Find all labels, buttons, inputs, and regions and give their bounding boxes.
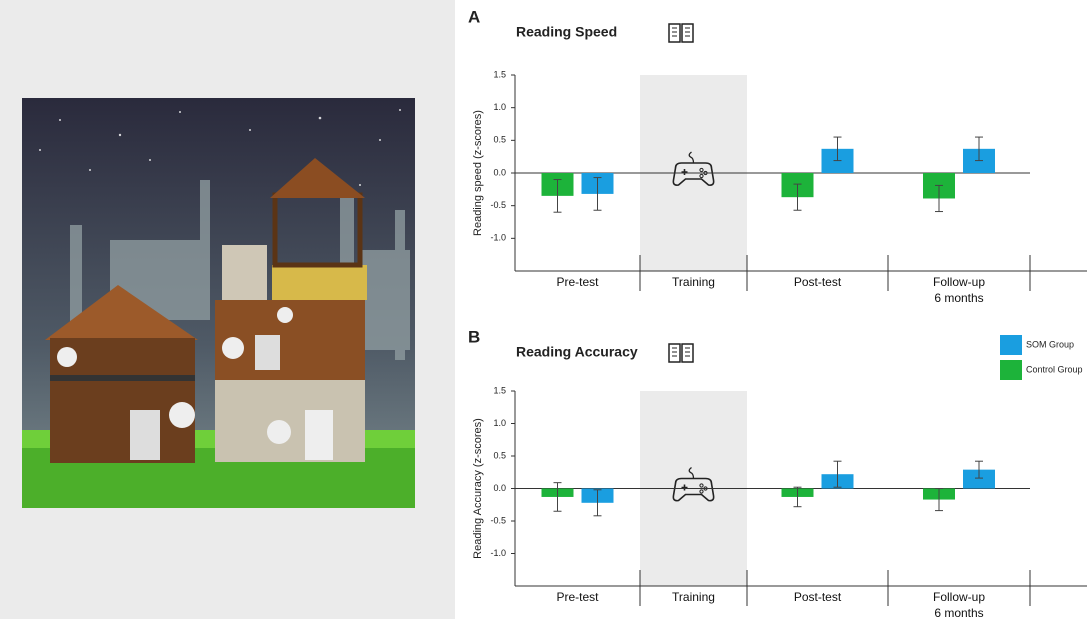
y-tick-label: -1.0 [490, 548, 506, 558]
book-icon [669, 24, 693, 42]
y-tick-label: 0.5 [493, 450, 506, 460]
y-tick-label: 0.0 [493, 167, 506, 177]
y-tick-label: 1.5 [493, 385, 506, 395]
panel-label: A [468, 7, 480, 26]
x-tick-label: Pre-test [518, 589, 638, 605]
x-tick-label: Training [634, 589, 754, 605]
book-page [682, 24, 693, 42]
legend-swatch [1000, 335, 1022, 355]
y-tick-label: -0.5 [490, 515, 506, 525]
book-page [669, 24, 680, 42]
legend-label: SOM Group [1026, 339, 1074, 349]
book-icon [669, 344, 693, 362]
book-page [682, 344, 693, 362]
x-tick-label: Follow-up 6 months [899, 274, 1019, 306]
y-tick-label: 0.0 [493, 483, 506, 493]
panel-label: B [468, 327, 480, 346]
legend-label: Control Group [1026, 364, 1083, 374]
x-tick-label: Follow-up 6 months [899, 589, 1019, 619]
y-tick-label: 1.0 [493, 418, 506, 428]
figure: A Reading Speed Reading speed (z-scores) 1.… [0, 0, 1087, 619]
chart-title: Reading Accuracy [516, 344, 638, 360]
book-page [669, 344, 680, 362]
y-tick-label: -1.0 [490, 233, 506, 243]
x-tick-label: Pre-test [518, 274, 638, 290]
x-tick-label: Post-test [758, 274, 878, 290]
y-tick-label: 1.0 [493, 102, 506, 112]
y-tick-label: 0.5 [493, 135, 506, 145]
y-tick-label: 1.5 [493, 69, 506, 79]
page: A Reading Speed Reading speed (z-scores) 1.… [0, 0, 1087, 619]
chart-title: Reading Speed [516, 24, 617, 40]
y-tick-label: -0.5 [490, 200, 506, 210]
y-axis-label: Reading Accuracy (z-scores) [472, 418, 484, 559]
y-axis-label: Reading speed (z-scores) [472, 110, 484, 236]
legend-swatch [1000, 360, 1022, 380]
x-tick-label: Post-test [758, 589, 878, 605]
x-tick-label: Training [634, 274, 754, 290]
game-scene [22, 98, 415, 508]
